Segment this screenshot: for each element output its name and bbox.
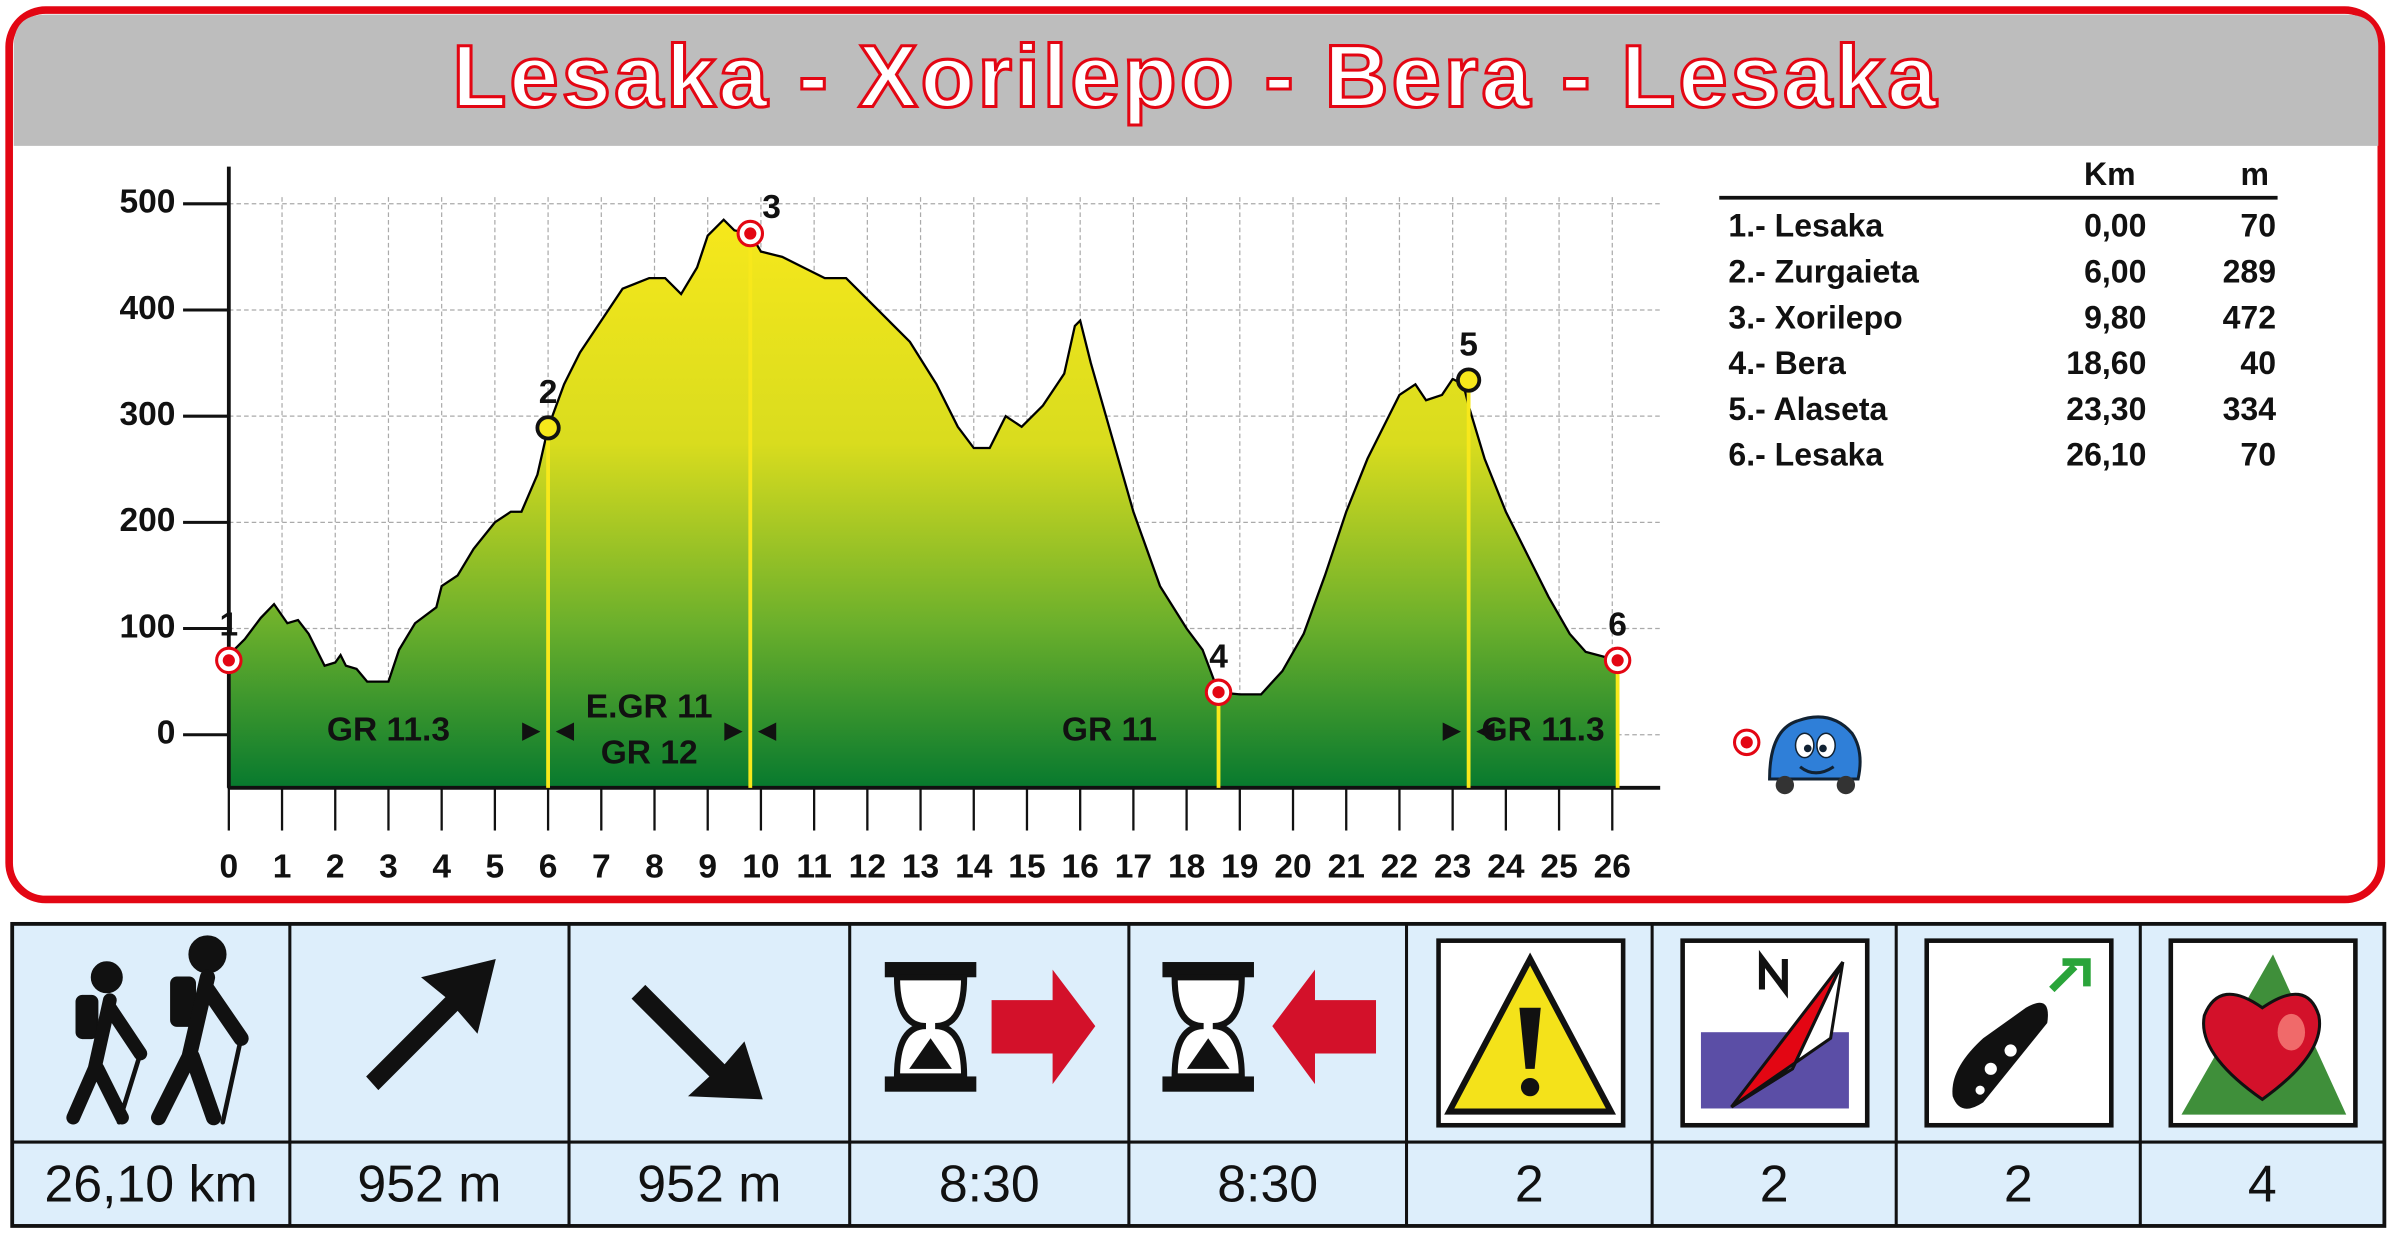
table-header: Km xyxy=(2084,156,2136,192)
icon-orientation xyxy=(1680,938,1870,1128)
route-divider xyxy=(724,722,777,741)
x-tick-label: 22 xyxy=(1381,849,1418,886)
icon-terrain xyxy=(1924,938,2114,1128)
route-label: GR 11.3 xyxy=(327,712,450,749)
waypoint-marker xyxy=(1456,367,1482,393)
route-label: GR 11 xyxy=(1062,712,1157,749)
x-tick-label: 16 xyxy=(1062,849,1099,886)
x-tick-label: 2 xyxy=(326,849,345,886)
y-tick-label: 400 xyxy=(119,290,175,327)
stats-strip: 26,10 km 952 m 952 m 8:30 8:30 2 2 2 4 xyxy=(10,921,2387,1228)
waypoint-dot xyxy=(1212,686,1225,699)
y-tick-label: 200 xyxy=(119,502,175,539)
x-tick-label: 20 xyxy=(1274,849,1311,886)
waypoint-label: 3 xyxy=(762,189,781,226)
table-cell: 1.- Lesaka xyxy=(1728,208,1884,244)
x-tick-label: 11 xyxy=(796,849,831,886)
route-label: GR 12 xyxy=(601,734,698,771)
icon-difficulty xyxy=(1436,938,1626,1128)
table-cell: 6.- Lesaka xyxy=(1728,437,1884,473)
legend-icon xyxy=(1732,715,1862,795)
x-tick-label: 14 xyxy=(955,849,993,886)
table-cell: 3.- Xorilepo xyxy=(1728,299,1902,335)
x-tick-label: 1 xyxy=(273,849,292,886)
table-header: m xyxy=(2240,156,2268,192)
x-tick-label: 21 xyxy=(1328,849,1365,886)
x-tick-label: 18 xyxy=(1168,849,1205,886)
table-cell: 5.- Alaseta xyxy=(1728,391,1888,427)
waypoint-dot xyxy=(222,654,235,667)
waypoint-dot xyxy=(744,227,757,240)
stat-value: 26,10 km xyxy=(44,1155,257,1213)
y-tick-label: 500 xyxy=(119,184,175,221)
waypoint-label: 4 xyxy=(1209,639,1228,676)
table-cell: 289 xyxy=(2223,253,2276,289)
y-tick-label: 300 xyxy=(119,396,175,433)
icon-hikers xyxy=(66,935,249,1126)
y-tick-label: 0 xyxy=(157,715,176,752)
x-tick-label: 4 xyxy=(432,849,451,886)
stat-value: 2 xyxy=(1515,1155,1544,1213)
table-cell: 2.- Zurgaieta xyxy=(1728,253,1920,289)
x-tick-label: 24 xyxy=(1487,849,1525,886)
x-tick-label: 6 xyxy=(539,849,558,886)
table-cell: 9,80 xyxy=(2084,299,2146,335)
x-tick-label: 8 xyxy=(645,849,664,886)
route-label: GR 11.3 xyxy=(1482,712,1605,749)
icon-descent xyxy=(631,984,763,1100)
x-tick-label: 0 xyxy=(219,849,238,886)
table-cell: 334 xyxy=(2223,391,2277,427)
title-bar xyxy=(13,14,2379,146)
x-tick-label: 15 xyxy=(1008,849,1045,886)
table-cell: 6,00 xyxy=(2084,253,2146,289)
waypoint-dot xyxy=(1611,654,1624,667)
table-cell: 40 xyxy=(2240,345,2276,381)
waypoint-label: 5 xyxy=(1459,326,1478,363)
x-tick-label: 10 xyxy=(742,849,779,886)
stat-value: 8:30 xyxy=(939,1155,1040,1213)
icon-effort xyxy=(2168,938,2358,1128)
stat-value: 8:30 xyxy=(1217,1155,1318,1213)
stat-value: 952 m xyxy=(637,1155,781,1213)
waypoint-label: 6 xyxy=(1608,607,1627,644)
x-tick-label: 9 xyxy=(698,849,717,886)
table-cell: 70 xyxy=(2240,437,2276,473)
route-divider xyxy=(522,722,575,741)
waypoint-table: Km m 1.- Lesaka 0,00 70 2.- Zurgaieta 6,00 289 3… xyxy=(1719,156,2278,473)
table-cell: 4.- Bera xyxy=(1728,345,1847,381)
waypoint-marker xyxy=(535,415,561,441)
route-label: E.GR 11 xyxy=(586,689,713,726)
chart-title: Lesaka - Xorilepo - Bera - Lesaka xyxy=(452,27,1939,126)
table-cell: 26,10 xyxy=(2066,437,2146,473)
x-tick-label: 19 xyxy=(1221,849,1258,886)
stat-value: 2 xyxy=(1760,1155,1789,1213)
stat-value: 952 m xyxy=(357,1155,501,1213)
y-tick-label: 100 xyxy=(119,608,175,645)
table-cell: 472 xyxy=(2223,299,2276,335)
x-tick-label: 7 xyxy=(592,849,611,886)
x-tick-label: 26 xyxy=(1594,849,1631,886)
icon-time-back xyxy=(1162,962,1377,1092)
icon-time-forward xyxy=(884,962,1096,1092)
x-tick-label: 17 xyxy=(1115,849,1152,886)
table-cell: 18,60 xyxy=(2066,345,2146,381)
icon-ascent xyxy=(366,958,496,1091)
waypoint-label: 2 xyxy=(539,374,558,411)
stat-value: 2 xyxy=(2004,1155,2033,1213)
x-tick-label: 23 xyxy=(1434,849,1471,886)
x-tick-label: 25 xyxy=(1540,849,1577,886)
route-divider xyxy=(1442,722,1495,741)
stat-value: 4 xyxy=(2248,1155,2277,1213)
table-cell: 70 xyxy=(2240,208,2276,244)
x-tick-label: 12 xyxy=(849,849,886,886)
table-cell: 23,30 xyxy=(2066,391,2146,427)
elevation-area xyxy=(227,218,1619,789)
waypoint-label: 1 xyxy=(219,607,238,644)
x-tick-label: 13 xyxy=(902,849,939,886)
table-cell: 0,00 xyxy=(2084,208,2146,244)
x-tick-label: 5 xyxy=(486,849,505,886)
x-tick-label: 3 xyxy=(379,849,398,886)
